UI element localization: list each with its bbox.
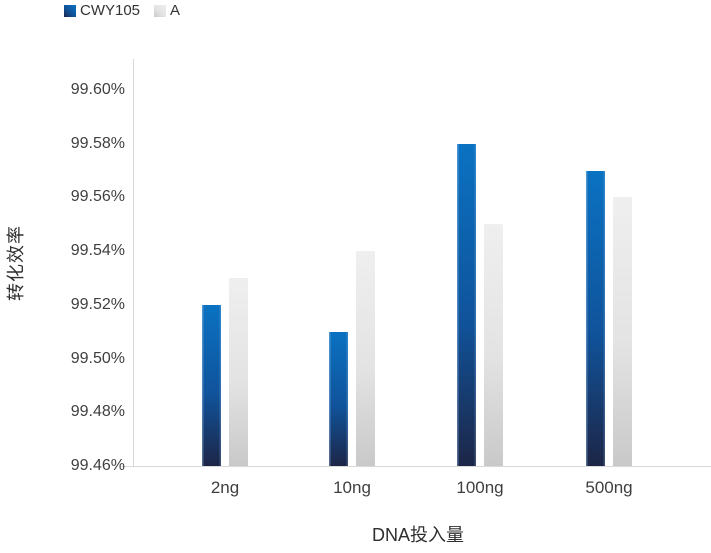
legend-item-cwy105: CWY105: [64, 3, 140, 19]
bar-cwy105-100ng: [457, 144, 476, 466]
x-tick-label-100ng: 100ng: [456, 478, 504, 497]
y-tick-label: 99.56%: [70, 188, 125, 206]
y-tick-label: 99.54%: [70, 242, 125, 260]
legend-item-a: A: [154, 3, 180, 19]
x-tick-label-2ng: 2ng: [210, 478, 240, 497]
y-tick-label: 99.58%: [70, 134, 125, 152]
y-axis-title: 转化效率: [6, 225, 26, 301]
x-axis-title: DNA投入量: [371, 525, 465, 545]
legend-swatch-a-icon: [154, 5, 167, 17]
y-axis-line: [133, 59, 134, 466]
bar-a-100ng: [484, 224, 503, 466]
legend-label-a: A: [170, 2, 181, 19]
x-axis-line: [120, 466, 711, 467]
bar-a-2ng: [229, 278, 248, 466]
y-tick-label: 99.60%: [70, 81, 125, 98]
legend-label-cwy105: CWY105: [80, 2, 141, 19]
bar-cwy105-500ng: [586, 171, 605, 466]
bar-a-10ng: [356, 251, 375, 466]
x-tick-label-500ng: 500ng: [585, 478, 633, 497]
y-tick-label: 99.46%: [70, 457, 125, 474]
bar-a-500ng: [613, 197, 632, 466]
legend: CWY105 A: [64, 3, 180, 19]
legend-swatch-cwy105-icon: [64, 5, 76, 17]
x-tick-label-10ng: 10ng: [333, 478, 371, 497]
y-tick-label: 99.52%: [70, 295, 125, 313]
y-tick-label: 99.50%: [70, 349, 125, 367]
bar-cwy105-2ng: [202, 305, 221, 466]
bar-cwy105-10ng: [329, 332, 348, 466]
y-tick-label: 99.48%: [70, 403, 125, 421]
